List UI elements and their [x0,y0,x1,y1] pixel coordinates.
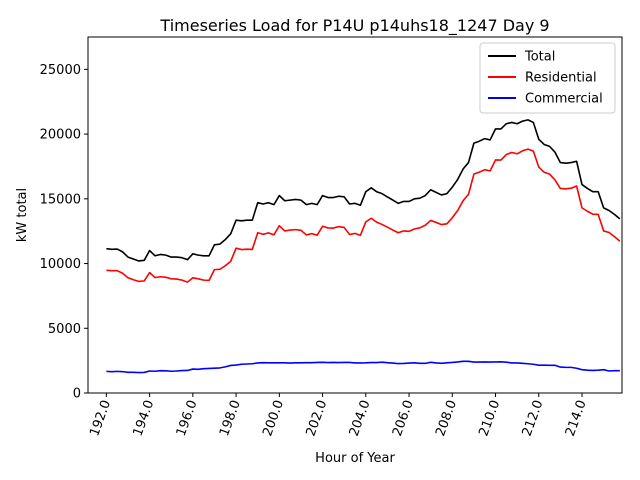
y-tick-label: 15000 [40,192,81,207]
chart-title: Timeseries Load for P14U p14uhs18_1247 D… [159,16,549,36]
y-tick-label: 25000 [40,63,81,78]
legend-label-residential: Residential [525,71,597,86]
y-tick-label: 20000 [40,128,81,143]
x-axis-label: Hour of Year [315,451,395,466]
y-tick-label: 5000 [48,322,81,337]
series-line-total [106,119,621,262]
plot-frame [87,36,623,394]
legend-label-total: Total [524,50,555,65]
legend: Total Residential Commercial [479,42,616,114]
legend-frame [479,42,616,114]
series-line-commercial [106,360,620,374]
y-axis-label: kW total [15,188,30,242]
legend-label-commercial: Commercial [525,92,603,107]
y-tick-label: 10000 [40,257,81,272]
y-tick-label: 0 [73,387,81,402]
series-line-residential [106,148,621,283]
series-lines [106,119,621,374]
